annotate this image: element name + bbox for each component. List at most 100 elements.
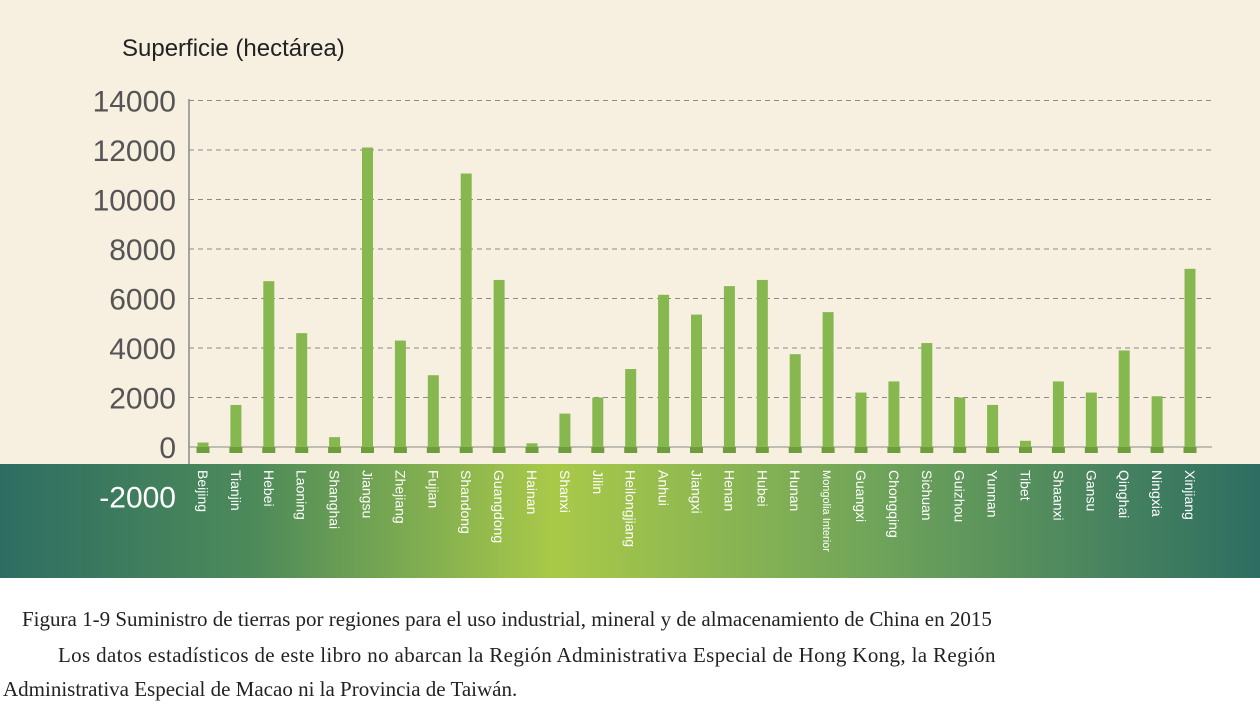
bar [855,392,867,447]
bar-baseline-stub [986,447,1000,453]
bars [196,147,1197,453]
bar-baseline-stub [690,447,703,453]
y-tick-label: 10000 [93,185,176,218]
x-tick-label: Hebei [261,470,277,507]
bar [493,279,505,447]
y-tick-label: 0 [159,432,176,465]
x-tick-label: Tibet [1018,470,1034,501]
x-tick-label: Zhejiang [392,470,408,524]
y-tick-label: 2000 [109,383,176,416]
bar-baseline-stub [788,447,802,453]
bar-baseline-stub [558,447,572,453]
x-tick-label: Shaanxi [1050,470,1066,521]
bar-baseline-stub [426,447,440,453]
bar-baseline-stub [722,447,736,453]
bar [329,437,341,447]
bar [526,443,538,447]
bar-baseline-stub [657,447,671,453]
figure-caption: Figura 1-9 Suministro de tierras por reg… [22,607,992,631]
bar [822,312,834,447]
bar-baseline-stub [1084,447,1098,453]
bar [987,404,999,447]
bar [559,413,571,447]
bar-baseline-stub [1150,447,1164,453]
bar [1052,381,1064,447]
y-tick-labels: 14000 12000 10000 8000 6000 4000 2000 0 -2000 [93,86,176,515]
bar-baseline-stub [459,447,473,453]
y-tick-label: -2000 [99,482,176,515]
y-tick-label: 14000 [93,86,176,119]
bar [592,397,604,447]
bar [691,314,702,447]
bar-chart: Superficie (hectárea) 14000 12000 10000 800… [0,35,1260,578]
x-tick-label: Henan [721,470,737,511]
x-tick-label: Mongolia Interior [820,470,832,552]
x-tick-label: Xinjiang [1182,470,1198,520]
caption-note-line-1: Los datos estadísticos de este libro no … [58,643,996,667]
y-tick-label: 12000 [93,135,176,168]
bar-baseline-stub [887,447,901,453]
x-tick-label: Laoning [294,470,310,520]
x-tick-label: Jiangxi [689,470,705,514]
chart-panel: Superficie (hectárea) 14000 12000 10000 800… [0,0,1260,578]
bar-baseline-stub [624,447,638,453]
x-tick-label: Chongqing [886,470,902,538]
bar-baseline-stub [1183,447,1197,453]
x-tick-label: Fujian [425,470,441,508]
bar [230,404,242,447]
x-tick-label: Tianjin [228,470,244,511]
x-tick-label: Beijing [195,470,211,512]
x-tick-label: Heilongjiang [623,470,639,547]
x-tick-label: Hainan [524,470,540,514]
bar [296,333,308,447]
bar [1020,440,1031,447]
bar [394,340,406,447]
y-tick-label: 8000 [109,234,176,267]
bar-baseline-stub [1051,447,1065,453]
y-tick-label: 4000 [109,333,176,366]
bar-baseline-stub [821,447,835,453]
bar-baseline-stub [361,447,374,453]
bar [197,442,209,447]
bar-baseline-stub [591,447,605,453]
y-axis-label: Superficie (hectárea) [122,35,345,62]
x-tick-label: Hubei [754,470,770,507]
x-tick-label: Shanghai [327,470,343,529]
bar-baseline-stub [492,447,506,453]
bar [427,375,439,447]
bar [1151,396,1163,447]
x-tick-label: Jilin [590,470,606,494]
x-tick-label: Gansu [1083,470,1099,511]
bottom-band [0,464,1260,578]
x-tick-label: Guizhou [952,470,968,522]
x-tick-label: Jiangsu [360,470,376,518]
bar-baseline-stub [196,447,210,453]
bar [888,381,900,447]
x-tick-label: Ningxia [1149,470,1165,517]
bar-baseline-stub [229,447,243,453]
bar-baseline-stub [295,447,309,453]
bar-baseline-stub [953,447,967,453]
bar-baseline-stub [755,447,769,453]
x-tick-label: Shanxi [557,470,573,513]
x-tick-label: Anhui [656,470,672,506]
bar [658,294,670,447]
bar-baseline-stub [920,447,934,453]
x-tick-label: Qinghai [1116,470,1132,518]
caption-note-line-2: Administrativa Especial de Macao ni la P… [3,677,518,701]
bar [362,147,373,447]
bar [625,369,637,447]
bar [1118,350,1130,447]
bar [723,286,735,447]
y-tick-label: 6000 [109,284,176,317]
bar [263,281,275,447]
bar-baseline-stub [1019,447,1032,453]
x-tick-label: Shandong [458,470,474,534]
x-tick-label: Yunnan [985,470,1001,518]
x-tick-labels: Beijing Tianjin Hebei Laoning Shanghai Jiangs… [195,470,1198,552]
bar-baseline-stub [1117,447,1131,453]
x-tick-label: Hunan [787,470,803,511]
x-tick-label: Sichuan [919,470,935,521]
x-tick-label: Guangdong [491,470,507,543]
bar-baseline-stub [262,447,276,453]
